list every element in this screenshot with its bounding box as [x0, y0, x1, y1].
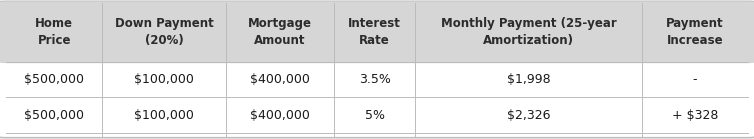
Text: -: - [693, 73, 697, 86]
Text: $500,000: $500,000 [24, 73, 84, 86]
Text: 5%: 5% [364, 109, 385, 122]
Text: Interest
Rate: Interest Rate [348, 17, 401, 47]
Text: $400,000: $400,000 [250, 109, 310, 122]
Bar [6, 41, 748, 62]
Text: $100,000: $100,000 [134, 73, 194, 86]
Text: + $328: + $328 [672, 109, 718, 122]
Text: Payment
Increase: Payment Increase [667, 17, 724, 47]
Text: Mortgage
Amount: Mortgage Amount [248, 17, 312, 47]
Text: $400,000: $400,000 [250, 73, 310, 86]
Text: $2,326: $2,326 [507, 109, 550, 122]
Text: $1,998: $1,998 [507, 73, 550, 86]
Text: Down Payment
(20%): Down Payment (20%) [115, 17, 213, 47]
FancyBboxPatch shape [0, 1, 754, 63]
Text: Monthly Payment (25-year
Amortization): Monthly Payment (25-year Amortization) [441, 17, 617, 47]
Text: Home
Price: Home Price [35, 17, 73, 47]
Text: $100,000: $100,000 [134, 109, 194, 122]
Text: $500,000: $500,000 [24, 109, 84, 122]
Text: 3.5%: 3.5% [359, 73, 391, 86]
